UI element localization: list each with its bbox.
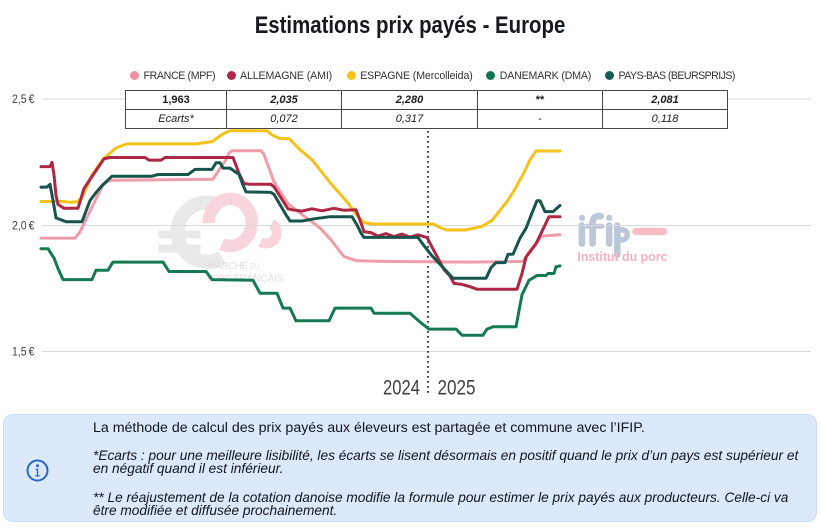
svg-text:Institut du porc: Institut du porc (577, 250, 667, 264)
svg-text:2,5 €: 2,5 € (12, 92, 35, 106)
svg-text:1,5 €: 1,5 € (12, 345, 35, 359)
svg-text:FRANÇAIS: FRANÇAIS (234, 273, 284, 285)
svg-text:DU: DU (251, 261, 260, 271)
svg-text:MARCHÉ: MARCHÉ (207, 259, 248, 272)
svg-text:2,0 €: 2,0 € (12, 219, 35, 233)
svg-text:2025: 2025 (438, 376, 476, 400)
svg-text:2024: 2024 (383, 376, 420, 400)
